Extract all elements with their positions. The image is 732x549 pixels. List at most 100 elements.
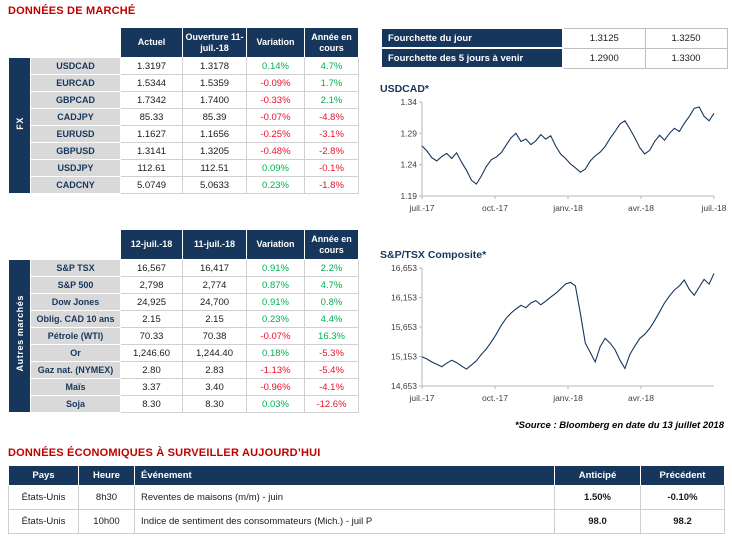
chart-svg: 16,653 16,153 15,653 15,153 14,653 juil.-17 oc… [391, 263, 715, 403]
table-row: Gaz nat. (NYMEX) 2.80 2.83 -1.13% -5.4% [9, 361, 359, 379]
ytd-cell: 4.7% [304, 57, 359, 75]
svg-text:juil.-17: juil.-17 [408, 393, 434, 403]
fx-col-header: Année en cours [304, 27, 359, 58]
markets-col-header: 12-juil.-18 [120, 229, 183, 260]
markets-col-header: 11-juil.-18 [182, 229, 247, 260]
value-previous: 2,774 [182, 276, 247, 294]
row-label: Gaz nat. (NYMEX) [30, 361, 121, 379]
fx-table-body: FX USDCAD 1.3197 1.3178 0.14% 4.7% EURCAD 1.534… [8, 57, 359, 194]
svg-text:juil.-17: juil.-17 [408, 203, 434, 213]
econ-anticipe: 98.0 [554, 509, 641, 534]
markets-table-body: Autres marchés S&P TSX 16,567 16,417 0.91% 2.… [8, 259, 359, 413]
ytd-cell: -3.1% [304, 125, 359, 143]
svg-text:oct.-17: oct.-17 [482, 393, 508, 403]
row-label: CADJPY [30, 108, 121, 126]
table-row: EURCAD 1.5344 1.5359 -0.09% 1.7% [9, 74, 359, 92]
table-row: GBPCAD 1.7342 1.7400 -0.33% 2.1% [9, 91, 359, 109]
econ-precedent: 98.2 [640, 509, 725, 534]
usdcad-chart-title: USDCAD* [380, 83, 430, 95]
value-previous: 70.38 [182, 327, 247, 345]
row-label: S&P 500 [30, 276, 121, 294]
ytd-cell: 0.8% [304, 293, 359, 311]
ytd-cell: 16.3% [304, 327, 359, 345]
range-day-high: 1.3250 [644, 27, 728, 49]
variation-cell: 0.91% [246, 293, 305, 311]
econ-header-row: Pays Heure Événement Anticipé Précédent [8, 465, 725, 486]
svg-text:janv.-18: janv.-18 [552, 203, 583, 213]
variation-cell: -1.13% [246, 361, 305, 379]
value-previous: 8.30 [182, 395, 247, 413]
tsx-chart: 16,653 16,153 15,653 15,153 14,653 juil.-17 oc… [380, 262, 726, 409]
ytd-cell: -4.1% [304, 378, 359, 396]
econ-heure: 8h30 [78, 485, 135, 510]
svg-text:oct.-17: oct.-17 [482, 203, 508, 213]
value-current: 112.61 [120, 159, 183, 177]
row-label: USDJPY [30, 159, 121, 177]
range-5day-label: Fourchette des 5 jours à venir [380, 47, 564, 69]
markets-col-header: Variation [246, 229, 305, 260]
row-label: Or [30, 344, 121, 362]
row-label: Pétrole (WTI) [30, 327, 121, 345]
ytd-cell: -2.8% [304, 142, 359, 160]
market-data-title: DONNÉES DE MARCHÉ [8, 5, 136, 17]
table-row: Fourchette du jour 1.3125 1.3250 [380, 27, 728, 49]
econ-col-evenement: Événement [134, 465, 555, 486]
econ-heure: 10h00 [78, 509, 135, 534]
value-previous: 1.7400 [182, 91, 247, 109]
table-row: Soja 8.30 8.30 0.03% -12.6% [9, 395, 359, 413]
row-label: Maïs [30, 378, 121, 396]
markets-col-header: Année en cours [304, 229, 359, 260]
value-previous: 2.15 [182, 310, 247, 328]
variation-cell: -0.09% [246, 74, 305, 92]
value-current: 85.33 [120, 108, 183, 126]
range-day-label: Fourchette du jour [380, 27, 564, 49]
econ-anticipe: 1.50% [554, 485, 641, 510]
svg-text:janv.-18: janv.-18 [552, 393, 583, 403]
row-label: Oblig. CAD 10 ans [30, 310, 121, 328]
variation-cell: 0.87% [246, 276, 305, 294]
value-current: 70.33 [120, 327, 183, 345]
table-row: Fourchette des 5 jours à venir 1.2900 1.… [380, 47, 728, 69]
economic-data-title: DONNÉES ÉCONOMIQUES À SURVEILLER AUJOURD… [8, 447, 321, 459]
table-row: Maïs 3.37 3.40 -0.96% -4.1% [9, 378, 359, 396]
ytd-cell: 2.1% [304, 91, 359, 109]
table-row: EURUSD 1.1627 1.1656 -0.25% -3.1% [9, 125, 359, 143]
table-row: Pétrole (WTI) 70.33 70.38 -0.07% 16.3% [9, 327, 359, 345]
variation-cell: -0.07% [246, 327, 305, 345]
value-current: 1.7342 [120, 91, 183, 109]
variation-cell: -0.96% [246, 378, 305, 396]
table-row: CADJPY 85.33 85.39 -0.07% -4.8% [9, 108, 359, 126]
table-row: CADCNY 5.0749 5.0633 0.23% -1.8% [9, 176, 359, 194]
econ-evenement: Indice de sentiment des consommateurs (M… [134, 509, 555, 534]
ytd-cell: -5.3% [304, 344, 359, 362]
table-row: USDJPY 112.61 112.51 0.09% -0.1% [9, 159, 359, 177]
ytd-cell: 4.4% [304, 310, 359, 328]
econ-col-heure: Heure [78, 465, 135, 486]
row-label: EURCAD [30, 74, 121, 92]
variation-cell: -0.33% [246, 91, 305, 109]
range-5day-low: 1.2900 [562, 47, 646, 69]
fx-header-row: Actuel Ouverture 11-juil.-18 Variation A… [9, 27, 359, 58]
value-previous: 3.40 [182, 378, 247, 396]
econ-table: Pays Heure Événement Anticipé Précédent … [8, 465, 725, 534]
value-current: 1.3141 [120, 142, 183, 160]
svg-text:15,653: 15,653 [391, 322, 417, 332]
value-current: 1.5344 [120, 74, 183, 92]
svg-text:15,153: 15,153 [391, 352, 417, 362]
value-previous: 85.39 [182, 108, 247, 126]
ytd-cell: 2.2% [304, 259, 359, 277]
range-table: Fourchette du jour 1.3125 1.3250 Fourche… [380, 27, 728, 69]
variation-cell: 0.14% [246, 57, 305, 75]
value-current: 1.1627 [120, 125, 183, 143]
econ-precedent: -0.10% [640, 485, 725, 510]
svg-text:avr.-18: avr.-18 [628, 393, 654, 403]
table-row: Autres marchés S&P TSX 16,567 16,417 0.91% 2.… [8, 259, 359, 413]
svg-text:avr.-18: avr.-18 [628, 203, 654, 213]
ytd-cell: -0.1% [304, 159, 359, 177]
value-previous: 5.0633 [182, 176, 247, 194]
markets-header-row: 12-juil.-18 11-juil.-18 Variation Année … [9, 229, 359, 260]
econ-pays: États-Unis [8, 509, 79, 534]
value-current: 1.3197 [120, 57, 183, 75]
value-current: 3.37 [120, 378, 183, 396]
range-day-low: 1.3125 [562, 27, 646, 49]
